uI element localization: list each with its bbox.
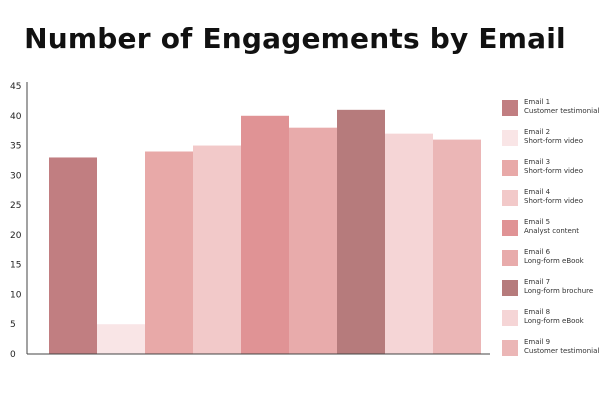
legend-label: Email 6 Long-form eBook (524, 248, 584, 266)
legend-label-name: Email 9 (524, 338, 551, 346)
legend-swatch (502, 190, 518, 206)
legend-item: Email 8 Long-form eBook (502, 308, 600, 332)
legend-item: Email 4 Short-form video (502, 188, 600, 212)
legend-label: Email 5 Analyst content (524, 218, 579, 236)
bar-1 (49, 157, 97, 354)
legend-label-subtitle: Long-form brochure (524, 287, 594, 295)
bar-8 (385, 133, 433, 354)
legend-label-name: Email 8 (524, 308, 551, 316)
legend-item: Email 1 Customer testimonial (502, 98, 600, 122)
y-tick-label: 0 (10, 350, 16, 360)
bar-3 (145, 151, 193, 354)
legend-label: Email 4 Short-form video (524, 188, 583, 206)
y-tick-label: 30 (10, 171, 22, 181)
y-tick-label: 5 (10, 320, 16, 330)
legend-item: Email 6 Long-form eBook (502, 248, 600, 272)
y-tick-label: 45 (10, 82, 21, 92)
y-tick-label: 40 (10, 112, 22, 122)
bar-6 (289, 127, 337, 354)
legend-label-subtitle: Long-form eBook (524, 257, 584, 265)
legend-label: Email 2 Short-form video (524, 128, 583, 146)
legend-label-name: Email 7 (524, 278, 551, 286)
y-tick-label: 15 (10, 261, 21, 271)
y-tick-label: 20 (10, 231, 22, 241)
legend-label-subtitle: Short-form video (524, 197, 583, 205)
legend-label-name: Email 5 (524, 218, 551, 226)
legend-label-subtitle: Analyst content (524, 227, 580, 235)
legend-item: Email 7 Long-form brochure (502, 278, 600, 302)
legend-item: Email 3 Short-form video (502, 158, 600, 182)
legend-label-subtitle: Customer testimonial (524, 107, 600, 115)
legend-label: Email 1 Customer testimonial (524, 98, 599, 116)
bar-9 (433, 139, 481, 354)
legend-swatch (502, 130, 518, 146)
bar-2 (97, 324, 145, 354)
y-tick-label: 35 (10, 142, 21, 152)
legend-item: Email 5 Analyst content (502, 218, 600, 242)
y-tick-label: 25 (10, 201, 21, 211)
legend-swatch (502, 340, 518, 356)
legend-swatch (502, 250, 518, 266)
legend-label-name: Email 1 (524, 98, 551, 106)
legend-label: Email 3 Short-form video (524, 158, 583, 176)
bar-4 (193, 145, 241, 354)
legend-label-subtitle: Customer testimonial (524, 347, 600, 355)
legend-label: Email 9 Customer testimonial (524, 338, 599, 356)
legend-label-name: Email 2 (524, 128, 551, 136)
bar-5 (241, 115, 289, 355)
legend-swatch (502, 100, 518, 116)
legend-label-name: Email 6 (524, 248, 551, 256)
legend-label-name: Email 4 (524, 188, 551, 196)
legend-label: Email 8 Long-form eBook (524, 308, 584, 326)
legend-label-subtitle: Long-form eBook (524, 317, 584, 325)
bar-7 (337, 109, 385, 354)
legend-swatch (502, 160, 518, 176)
legend-label-subtitle: Short-form video (524, 137, 583, 145)
legend-swatch (502, 220, 518, 236)
legend-item: Email 9 Customer testimonial (502, 338, 600, 362)
y-tick-label: 10 (10, 290, 22, 300)
legend-label-subtitle: Short-form video (524, 167, 583, 175)
legend-label: Email 7 Long-form brochure (524, 278, 593, 296)
legend-swatch (502, 280, 518, 296)
legend-swatch (502, 310, 518, 326)
chart-title: Number of Engagements by Email (24, 22, 566, 55)
legend-label-name: Email 3 (524, 158, 551, 166)
legend-item: Email 2 Short-form video (502, 128, 600, 152)
